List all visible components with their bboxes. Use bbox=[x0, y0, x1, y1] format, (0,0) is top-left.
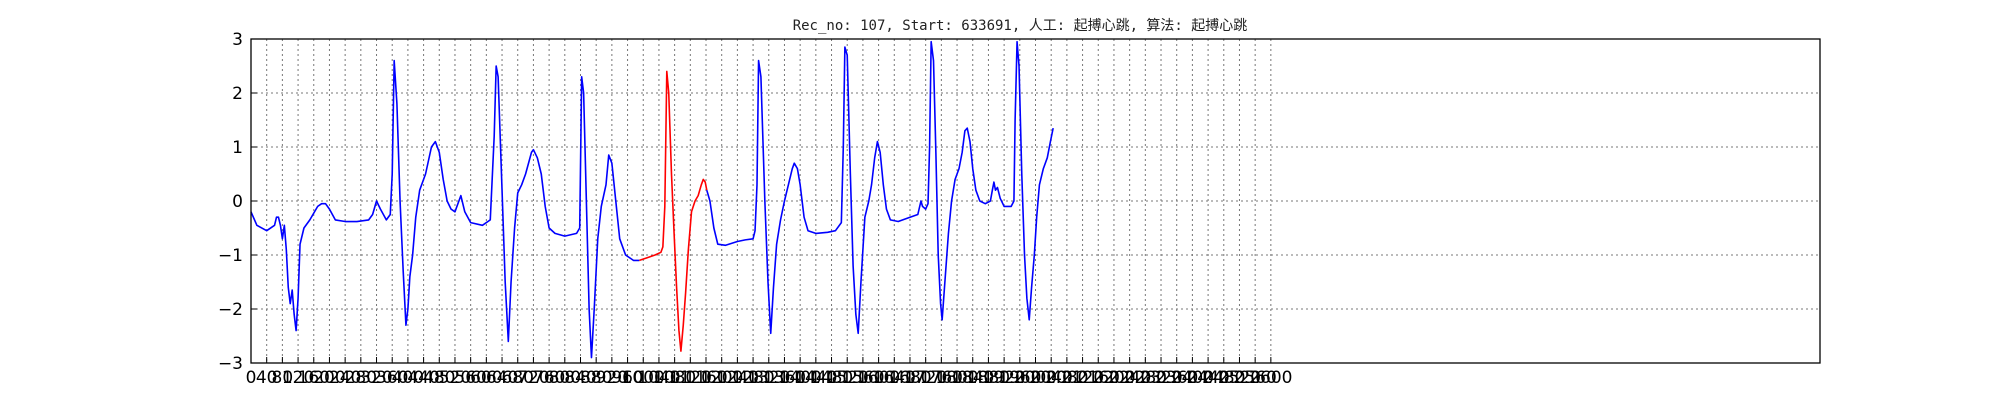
x-tick-label: 560 bbox=[454, 368, 486, 388]
x-tick-label: 960 bbox=[611, 368, 643, 388]
x-tick-label: 1520 bbox=[826, 368, 869, 388]
x-tick-label: 1760 bbox=[920, 368, 963, 388]
x-tick-label: 360 bbox=[376, 368, 408, 388]
x-tick-label: 480 bbox=[423, 368, 455, 388]
x-tick-label: 1000 bbox=[622, 368, 665, 388]
y-tick-label: 3 bbox=[232, 30, 243, 50]
x-tick-label: 1360 bbox=[763, 368, 806, 388]
x-tick-label: 2240 bbox=[1108, 368, 1151, 388]
x-tick-label: 1040 bbox=[637, 368, 680, 388]
x-axis: 0 408012016020024028032036040044048052056… bbox=[246, 357, 1292, 388]
x-tick-label: 2160 bbox=[1077, 368, 1120, 388]
x-tick-label: 640 bbox=[486, 368, 518, 388]
y-tick-label: 2 bbox=[232, 84, 243, 104]
x-tick-label: 520 bbox=[439, 368, 471, 388]
x-tick-label: 2560 bbox=[1234, 368, 1277, 388]
x-tick-label: 0 bbox=[246, 368, 257, 388]
x-tick-label: 1920 bbox=[982, 368, 1025, 388]
x-tick-label: 1720 bbox=[904, 368, 947, 388]
x-tick-label: 2400 bbox=[1171, 368, 1214, 388]
x-tick-label: 1560 bbox=[841, 368, 884, 388]
x-tick-label: 600 bbox=[470, 368, 502, 388]
x-tick-label: 1160 bbox=[684, 368, 727, 388]
x-tick-label: 1400 bbox=[779, 368, 822, 388]
x-tick-label: 1640 bbox=[873, 368, 916, 388]
x-tick-label: 840 bbox=[564, 368, 596, 388]
x-tick-label: 2200 bbox=[1092, 368, 1135, 388]
x-tick-label: 120 bbox=[282, 368, 314, 388]
x-tick-label: 1800 bbox=[935, 368, 978, 388]
plot-frame bbox=[250, 38, 1821, 364]
x-tick-label: 680 bbox=[502, 368, 534, 388]
y-axis: 3 2 1 0 −1 −2 −3 bbox=[218, 30, 257, 374]
x-tick-label: 2280 bbox=[1124, 368, 1167, 388]
x-tick-label: 2000 bbox=[1014, 368, 1057, 388]
x-tick-label: 800 bbox=[549, 368, 581, 388]
x-tick-label: 1240 bbox=[716, 368, 759, 388]
x-tick-label: 1320 bbox=[747, 368, 790, 388]
x-tick-label: 280 bbox=[345, 368, 377, 388]
x-tick-label: 80 bbox=[272, 368, 294, 388]
y-tick-label: 1 bbox=[232, 138, 243, 158]
x-tick-label: 2040 bbox=[1030, 368, 1073, 388]
x-tick-label: 1200 bbox=[700, 368, 743, 388]
x-tick-label: 1120 bbox=[669, 368, 712, 388]
x-tick-label: 1880 bbox=[967, 368, 1010, 388]
series-line-0 bbox=[250, 59, 640, 359]
x-tick-label: 320 bbox=[360, 368, 392, 388]
x-tick-label: 720 bbox=[517, 368, 549, 388]
series-line-2 bbox=[706, 40, 1054, 335]
x-tick-label: 920 bbox=[596, 368, 628, 388]
x-tick-label: 1440 bbox=[794, 368, 837, 388]
y-tick-label: −3 bbox=[218, 354, 243, 374]
series-line-1 bbox=[639, 70, 708, 352]
y-tick-label: 0 bbox=[232, 192, 243, 212]
y-tick-label: −1 bbox=[218, 246, 243, 266]
x-tick-label: 2480 bbox=[1202, 368, 1245, 388]
x-tick-label: 2080 bbox=[1045, 368, 1088, 388]
series-layer bbox=[250, 40, 1054, 359]
x-tick-label: 440 bbox=[407, 368, 439, 388]
y-tick-label: −2 bbox=[218, 300, 243, 320]
x-tick-label: 2120 bbox=[1061, 368, 1104, 388]
x-tick-label: 1680 bbox=[888, 368, 931, 388]
grid-layer bbox=[251, 39, 1820, 363]
x-tick-label: 1080 bbox=[653, 368, 696, 388]
x-tick-label: 2440 bbox=[1186, 368, 1229, 388]
x-tick-label: 1960 bbox=[998, 368, 1041, 388]
x-tick-label: 200 bbox=[313, 368, 345, 388]
x-tick-label: 1280 bbox=[731, 368, 774, 388]
x-tick-label: 1600 bbox=[857, 368, 900, 388]
x-tick-label: 760 bbox=[533, 368, 565, 388]
chart-title: Rec_no: 107, Start: 633691, 人工: 起搏心跳, 算法… bbox=[793, 17, 1248, 34]
x-tick-label: 40 bbox=[256, 368, 278, 388]
x-tick-label: 1840 bbox=[951, 368, 994, 388]
x-tick-label: 2360 bbox=[1155, 368, 1198, 388]
x-tick-label: 2600 bbox=[1249, 368, 1292, 388]
x-tick-label: 2520 bbox=[1218, 368, 1261, 388]
x-tick-label: 400 bbox=[392, 368, 424, 388]
x-tick-label: 2320 bbox=[1139, 368, 1182, 388]
x-tick-label: 240 bbox=[329, 368, 361, 388]
x-tick-label: 160 bbox=[298, 368, 330, 388]
x-tick-label: 880 bbox=[580, 368, 612, 388]
x-tick-label: 1480 bbox=[810, 368, 853, 388]
